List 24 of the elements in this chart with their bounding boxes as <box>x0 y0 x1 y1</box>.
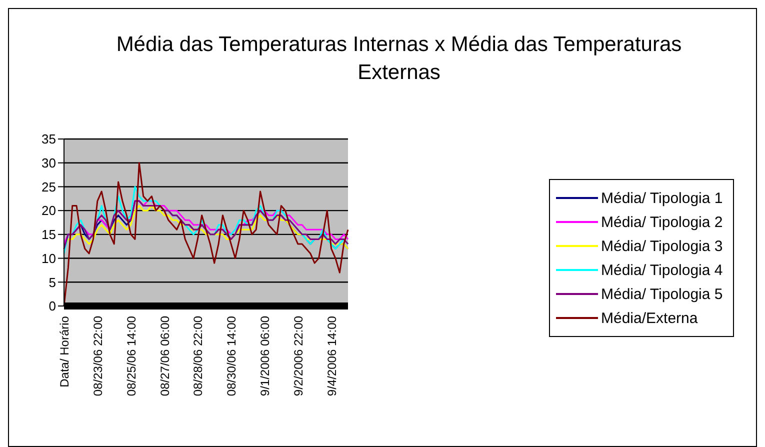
x-tick-label: 08/23/06 22:00 <box>90 316 105 396</box>
legend-label: Média/ Tipologia 4 <box>601 262 723 278</box>
y-tick-label: 25 <box>42 179 56 194</box>
text: Média das Temperaturas Internas x Média das Temperaturas Externas <box>115 32 683 86</box>
y-tick-label: 10 <box>42 250 56 266</box>
y-tick-label: 0 <box>48 298 56 314</box>
x-tick-label: 08/25/06 14:00 <box>124 316 138 396</box>
x-tick-label: Data/ Horário <box>58 316 72 388</box>
legend-label: Média/ Tipologia 3 <box>601 238 723 254</box>
x-tick-label: 9/2/2006 22:00 <box>291 316 306 396</box>
x-tick-label: 9/4/2006 14:00 <box>324 316 339 396</box>
legend-label: Média/ Tipologia 2 <box>601 214 723 230</box>
y-tick-label: 20 <box>42 203 56 218</box>
legend-label: Média/ Tipologia 1 <box>601 190 723 206</box>
x-tick-label: 08/28/06 22:00 <box>191 316 206 396</box>
x-tick-label: 9/1/2006 06:00 <box>258 316 272 396</box>
legend-label: Média/Externa <box>601 310 698 326</box>
y-tick-label: 35 <box>42 132 56 147</box>
x-tick-label: 08/30/06 14:00 <box>224 316 239 396</box>
y-tick-label: 15 <box>42 227 56 242</box>
legend-label: Média/ Tipologia 5 <box>601 286 723 302</box>
y-tick-label: 30 <box>42 155 56 170</box>
y-tick-label: 5 <box>48 274 56 290</box>
x-tick-label: 08/27/06 06:00 <box>158 316 172 396</box>
